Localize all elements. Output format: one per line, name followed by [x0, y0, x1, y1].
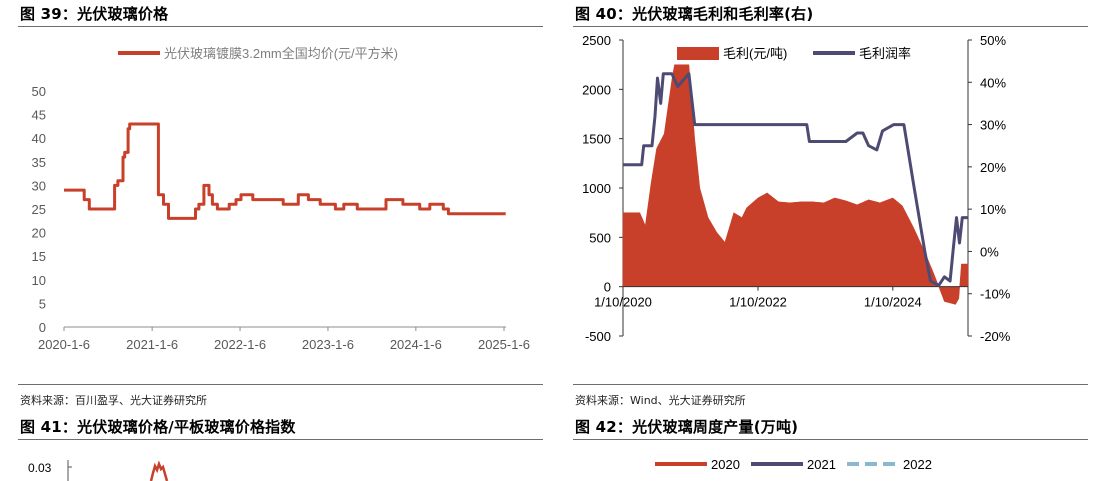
- fig39-y-tick-label: 15: [32, 249, 46, 264]
- fig39-title-rule: [18, 26, 543, 27]
- fig40-right-tick-label: 30%: [980, 118, 1006, 133]
- fig41-title: 图 41：光伏玻璃价格/平板玻璃价格指数: [20, 418, 296, 436]
- fig39-y-tick-label: 20: [32, 226, 46, 241]
- fig39-x-tick-label: 2020-1-6: [38, 337, 90, 352]
- fig39-y-tick-label: 10: [32, 273, 46, 288]
- fig40-right-tick-label: 10%: [980, 202, 1006, 217]
- fig40-right-tick-label: -20%: [980, 329, 1011, 344]
- fig42-legend-label-2021: 2021: [807, 457, 836, 472]
- fig42-title-rule: [573, 439, 1088, 440]
- fig39-source: 资料来源：百川盈孚、光大证券研究所: [20, 394, 207, 407]
- fig40-area-series: [622, 64, 969, 305]
- fig40-x-tick-label: 1/10/2022: [729, 295, 787, 310]
- fig40-source: 资料来源：Wind、光大证券研究所: [575, 394, 746, 407]
- fig39-y-tick-label: 50: [32, 84, 46, 99]
- fig40-left-tick-label: 2000: [582, 82, 611, 97]
- fig40-left-tick-label: 1500: [582, 132, 611, 147]
- fig40-left-tick-label: 0: [604, 280, 611, 295]
- fig39-x-tick-label: 2021-1-6: [126, 337, 178, 352]
- fig40-legend-label-profit: 毛利(元/吨): [723, 46, 787, 61]
- fig39-x-tick-label: 2025-1-6: [478, 337, 530, 352]
- fig41-series-line: [149, 460, 169, 481]
- fig39-y-tick-label: 45: [32, 108, 46, 123]
- fig40-right-tick-label: 40%: [980, 75, 1006, 90]
- fig40-left-tick-label: 2500: [582, 33, 611, 48]
- fig39-x-tick-label: 2023-1-6: [302, 337, 354, 352]
- fig41-title-rule: [18, 439, 543, 440]
- fig39-y-tick-label: 35: [32, 155, 46, 170]
- fig40-right-tick-label: 0%: [980, 244, 999, 259]
- fig40-legend-swatch-profit: [677, 47, 719, 60]
- fig39-chart: 光伏玻璃镀膜3.2mm全国均价(元/平方米) 0 5 10 15 20 25 30 35 40 45…: [32, 46, 530, 352]
- fig40-legend-label-margin: 毛利润率: [859, 46, 911, 61]
- fig40-x-tick-label: 1/10/2020: [594, 295, 652, 310]
- fig42-legend-label-2022: 2022: [903, 457, 932, 472]
- fig40-chart: -500 0 500 1000 1500 2000 2500 -20% -10% 0% 10% 20%…: [582, 33, 1011, 344]
- fig39-y-tick-label: 30: [32, 178, 46, 193]
- fig39-x-tick-label: 2022-1-6: [214, 337, 266, 352]
- fig40-margin-line: [623, 72, 968, 287]
- fig40-left-tick-label: 500: [589, 230, 611, 245]
- fig39-y-tick-label: 40: [32, 131, 46, 146]
- fig39-y-tick-label: 25: [32, 202, 46, 217]
- fig39-y-tick-label: 0: [39, 320, 46, 335]
- fig40-right-tick-label: 50%: [980, 33, 1006, 48]
- fig39-source-rule: [18, 384, 543, 385]
- fig40-left-tick-label: -500: [585, 329, 611, 344]
- fig42-legend: 2020 2021 2022: [655, 457, 932, 472]
- fig41-y-tick-label: 0.03: [28, 461, 52, 475]
- fig39-title: 图 39：光伏玻璃价格: [20, 5, 169, 23]
- fig42-legend-label-2020: 2020: [711, 457, 740, 472]
- fig40-right-tick-label: -10%: [980, 287, 1011, 302]
- fig40-title-rule: [573, 26, 1088, 27]
- fig40-right-tick-label: 20%: [980, 160, 1006, 175]
- fig41-chart: 0.03: [28, 460, 169, 481]
- fig39-y-tick-label: 5: [39, 296, 46, 311]
- fig40-source-rule: [573, 384, 1088, 385]
- fig39-x-tick-label: 2024-1-6: [390, 337, 442, 352]
- fig40-left-tick-label: 1000: [582, 181, 611, 196]
- fig40-x-tick-label: 1/10/2024: [864, 295, 922, 310]
- fig40-title: 图 40：光伏玻璃毛利和毛利率(右): [575, 5, 814, 23]
- fig39-legend-label: 光伏玻璃镀膜3.2mm全国均价(元/平方米): [164, 46, 398, 61]
- fig42-title: 图 42：光伏玻璃周度产量(万吨): [575, 418, 799, 436]
- fig39-series-line: [64, 122, 506, 220]
